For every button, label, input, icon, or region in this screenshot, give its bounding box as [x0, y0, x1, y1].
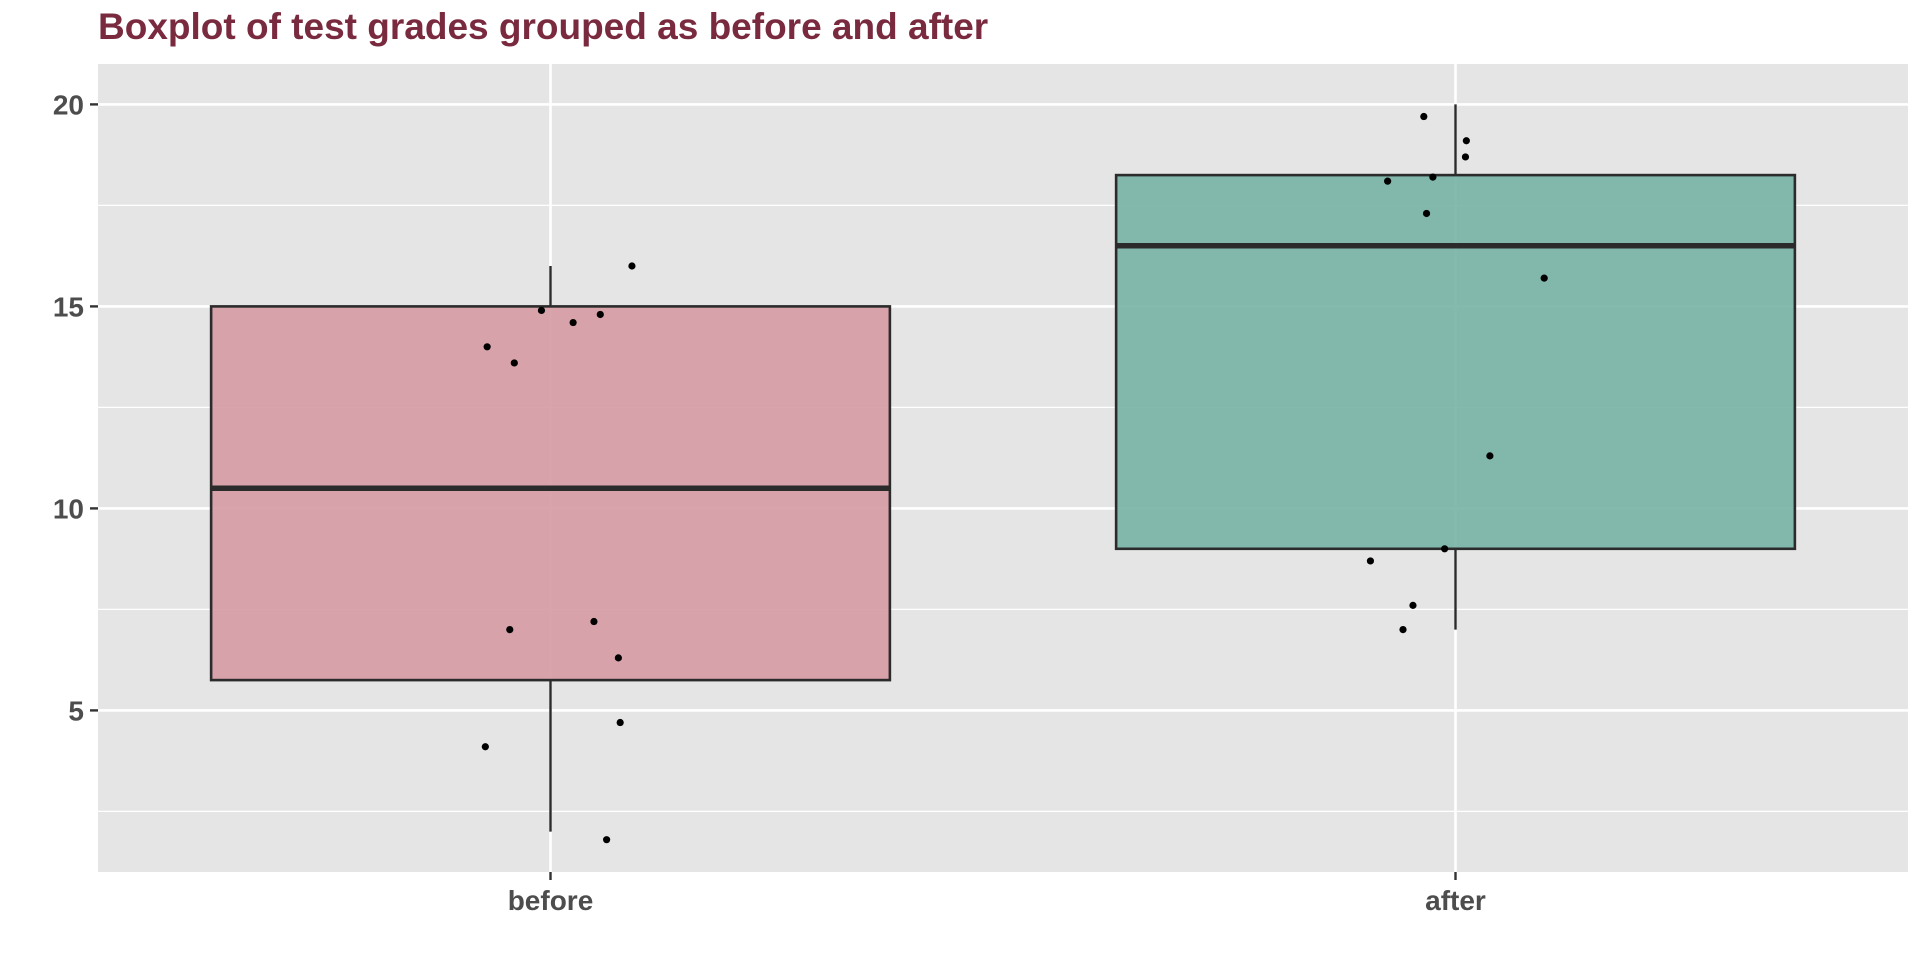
data-point: [1461, 153, 1470, 161]
data-point: [483, 343, 491, 351]
box-before: [209, 266, 892, 832]
data-point: [1422, 209, 1431, 218]
box-body: [209, 305, 892, 682]
y-tick-label: 15: [53, 291, 84, 322]
boxes: [209, 104, 1797, 832]
data-point: [1420, 112, 1428, 121]
data-point: [537, 306, 546, 315]
data-point: [590, 617, 598, 626]
data-point: [1384, 177, 1392, 185]
data-point: [1540, 274, 1548, 282]
box-body: [1114, 173, 1797, 551]
data-point: [1399, 626, 1407, 634]
data-point: [1366, 557, 1375, 565]
data-point: [1462, 137, 1470, 145]
data-point: [616, 718, 624, 727]
data-point: [1486, 452, 1494, 460]
y-tick-label: 10: [53, 493, 84, 524]
data-point: [1429, 173, 1437, 181]
data-point: [614, 654, 622, 662]
jitter-points: [481, 112, 1548, 844]
data-point: [628, 262, 636, 270]
data-point: [596, 310, 604, 319]
data-point: [506, 626, 514, 634]
axes: 5 10 15 20 before after: [53, 89, 1486, 916]
data-point: [603, 836, 611, 844]
box-after: [1114, 104, 1797, 630]
data-point: [510, 359, 518, 367]
y-tick-label: 20: [53, 89, 84, 120]
data-point: [1441, 545, 1449, 553]
data-point: [569, 318, 577, 327]
y-tick-label: 5: [68, 695, 84, 726]
x-tick-label-after: after: [1425, 885, 1486, 916]
x-tick-label-before: before: [508, 885, 594, 916]
chart-title: Boxplot of test grades grouped as before…: [98, 6, 989, 47]
data-point: [1409, 601, 1417, 609]
data-point: [481, 743, 489, 751]
